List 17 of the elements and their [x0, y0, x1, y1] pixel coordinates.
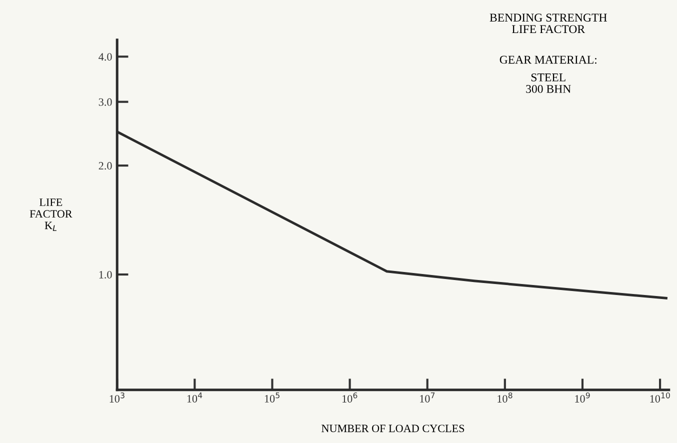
- chart-title: BENDING STRENGTH LIFE FACTOR: [490, 14, 607, 34]
- x-axis-title: NUMBER OF LOAD CYCLES: [322, 424, 464, 432]
- x-tick-label: 10$^{10}$: [650, 392, 670, 403]
- y-tick-label: 3.0: [98, 98, 112, 106]
- annotation: GEAR MATERIAL:: [500, 56, 596, 64]
- annotation: STEEL 300 BHN: [526, 73, 571, 93]
- x-tick-label: 10$^{7}$: [420, 392, 435, 402]
- x-tick-label: 10$^{6}$: [342, 392, 358, 403]
- x-tick-label: 10$^{9}$: [575, 392, 590, 403]
- y-tick-label: 1.0: [99, 270, 112, 279]
- y-tick-label: 4.0: [98, 53, 112, 61]
- x-tick-label: 10$^{4}$: [187, 392, 202, 402]
- x-tick-label: 10$^{3}$: [110, 392, 124, 403]
- x-tick-label: 10$^{8}$: [498, 392, 512, 403]
- y-axis-title: LIFE FACTOR K$_{L}$: [30, 198, 72, 231]
- y-tick-label: 2.0: [98, 162, 112, 170]
- x-tick-label: 10$^{5}$: [264, 392, 280, 402]
